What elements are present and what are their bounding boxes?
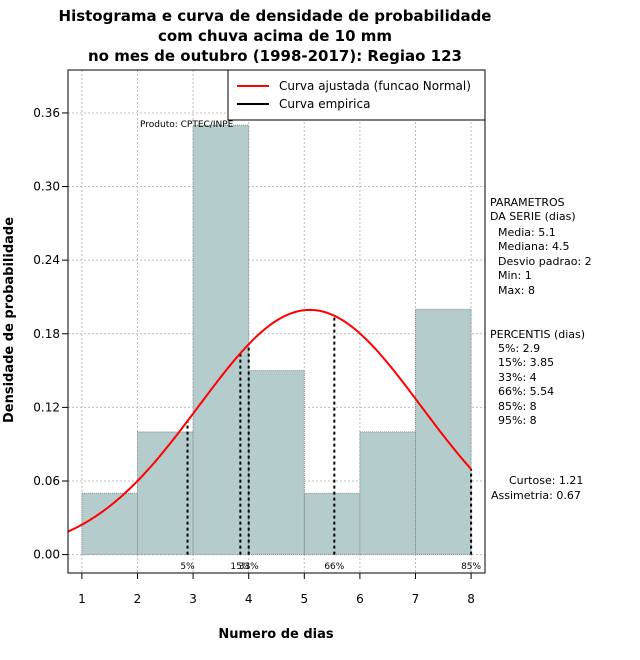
y-axis-label: Densidade de probabilidade: [2, 217, 17, 423]
percentis-title: PERCENTIS (dias): [490, 328, 585, 341]
x-tick-label: 3: [189, 592, 197, 606]
parametro-min: Min: 1: [498, 269, 532, 282]
product-note: Produto: CPTEC/INPE: [140, 120, 234, 130]
x-tick-label: 6: [356, 592, 364, 606]
y-tick-label: 0.18: [33, 327, 60, 341]
percentile-label: 5%: [180, 562, 195, 572]
y-tick-label: 0.36: [33, 106, 60, 120]
histogram-bar-6: [359, 431, 416, 555]
x-tick-label: 1: [78, 592, 86, 606]
percentil-95: 95%: 8: [498, 414, 537, 427]
x-axis: 1 2 3 4 5 6 7 8: [78, 573, 475, 606]
parametro-desvio: Desvio padrao: 2: [498, 255, 592, 268]
y-tick-label: 0.06: [33, 474, 60, 488]
legend-fitted-label: Curva ajustada (funcao Normal): [279, 79, 471, 93]
y-tick-label: 0.00: [33, 548, 60, 562]
chart-title-line-3: no mes de outubro (1998-2017): Regiao 12…: [88, 47, 462, 65]
y-tick-label: 0.24: [33, 253, 60, 267]
fitted-normal-curve: [67, 308, 472, 533]
assimetria-stat: Assimetria: 0.67: [491, 489, 581, 502]
percentil-85: 85%: 8: [498, 400, 537, 413]
percentile-labels: 5% 15%33% 66% 85%: [180, 562, 481, 572]
percentil-15: 15%: 3.85: [498, 356, 554, 369]
legend: Curva ajustada (funcao Normal) Curva emp…: [227, 69, 486, 121]
histogram-bar-4: [248, 370, 305, 555]
legend-box: [227, 69, 486, 121]
chart-title-line-2: com chuva acima de 10 mm: [158, 27, 392, 45]
parametro-media: Media: 5.1: [498, 226, 556, 239]
percentil-33: 33%: 4: [498, 371, 537, 384]
parametro-mediana: Mediana: 4.5: [498, 240, 569, 253]
legend-empirical-label: Curva empirica: [279, 97, 370, 111]
percentis-panel: PERCENTIS (dias) 5%: 2.9 15%: 3.85 33%: …: [490, 328, 585, 427]
parametros-title-line-2: DA SERIE (dias): [490, 210, 576, 223]
parametros-panel: PARAMETROS DA SERIE (dias) Media: 5.1 Me…: [490, 196, 592, 297]
y-tick-label: 0.12: [33, 400, 60, 414]
x-tick-label: 7: [412, 592, 420, 606]
histogram-bar-2: [137, 431, 194, 555]
parametros-title-line-1: PARAMETROS: [490, 196, 565, 209]
percentile-label: 33%: [239, 562, 259, 572]
x-tick-label: 8: [467, 592, 475, 606]
chart-title-line-1: Histograma e curva de densidade de proba…: [59, 7, 492, 25]
percentile-label: 15%: [230, 562, 250, 572]
histogram-bar-5: [303, 492, 361, 555]
percentil-5: 5%: 2.9: [498, 342, 540, 355]
x-tick-label: 4: [245, 592, 253, 606]
percentile-label: 85%: [461, 562, 481, 572]
percentile-lines: [186, 315, 473, 555]
percentil-66: 66%: 5.54: [498, 385, 554, 398]
histogram-bar-1: [81, 492, 138, 555]
y-tick-label: 0.30: [33, 180, 60, 194]
x-tick-label: 2: [134, 592, 142, 606]
histogram-bars: [81, 124, 472, 555]
curtose-stat: Curtose: 1.21: [509, 474, 583, 487]
histogram-bar-3: [192, 124, 250, 555]
y-axis: 0.00 0.06 0.12 0.18 0.24 0.30 0.36: [33, 106, 68, 562]
percentile-label: 66%: [324, 562, 344, 572]
parametro-max: Max: 8: [498, 284, 535, 297]
histogram-bar-7: [415, 308, 472, 555]
x-axis-label: Numero de dias: [218, 627, 334, 642]
x-tick-label: 5: [300, 592, 308, 606]
